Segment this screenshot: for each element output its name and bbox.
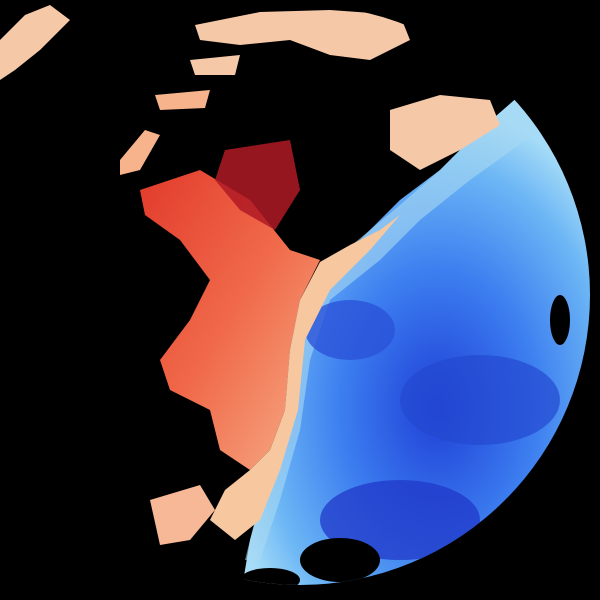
gap xyxy=(300,538,380,582)
blue-core xyxy=(320,480,480,560)
dark-red-patch xyxy=(215,140,300,230)
blue-core xyxy=(305,300,395,360)
scan-area xyxy=(120,10,590,585)
outbound-region xyxy=(140,170,320,470)
light-patch xyxy=(150,485,215,545)
light-patch xyxy=(155,90,210,110)
light-patch xyxy=(190,55,240,75)
light-patch xyxy=(195,10,410,60)
light-patch xyxy=(0,5,70,80)
outbound-edge xyxy=(210,215,400,540)
inbound-region xyxy=(240,95,590,585)
light-patch xyxy=(390,95,500,170)
blue-core xyxy=(400,355,560,445)
gap xyxy=(550,295,570,345)
light-patch xyxy=(120,130,160,175)
gap xyxy=(240,568,300,585)
